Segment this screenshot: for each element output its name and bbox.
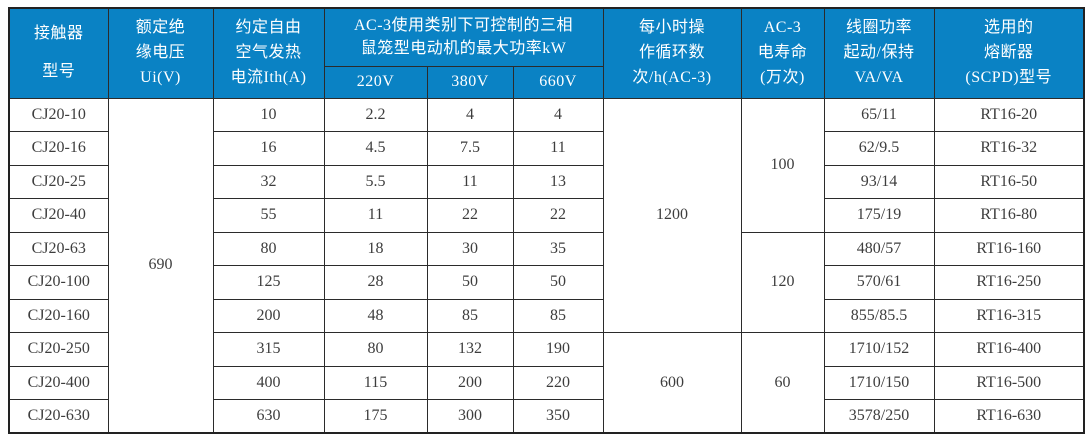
cell-power-660v: 220 [512, 365, 604, 400]
cell-power-660v: 190 [512, 332, 604, 367]
header-fuse-model: 选用的 熔断器 (SCPD)型号 [933, 7, 1085, 99]
table-row: CJ20-400 400 115 200 220 1710/150 RT16-5… [8, 365, 1085, 400]
table-row: CJ20-16 16 4.5 7.5 11 62/9.5 RT16-32 [8, 131, 1085, 166]
cell-coil-power: 3578/250 [823, 399, 935, 434]
cell-model: CJ20-40 [8, 198, 109, 233]
cell-coil-power: 1710/152 [823, 332, 935, 367]
cell-electrical-life: 100 [740, 97, 825, 233]
cell-power-380v: 300 [426, 399, 514, 434]
cell-model: CJ20-250 [8, 332, 109, 367]
cell-power-380v: 200 [426, 365, 514, 400]
cell-power-220v: 28 [323, 265, 428, 300]
cell-power-660v: 50 [512, 265, 604, 300]
cell-power-380v: 4 [426, 97, 514, 132]
cell-model: CJ20-16 [8, 131, 109, 166]
cell-ith: 630 [212, 399, 325, 434]
cell-power-660v: 85 [512, 298, 604, 333]
cell-cycles-per-hour: 600 [602, 332, 742, 434]
cell-ith: 32 [212, 164, 325, 199]
cell-model: CJ20-10 [8, 97, 109, 132]
cell-ith: 125 [212, 265, 325, 300]
header-row-voltages: 220V 380V 660V [9, 65, 1084, 99]
cell-coil-power: 1710/150 [823, 365, 935, 400]
cell-model: CJ20-630 [8, 399, 109, 434]
cell-coil-power: 175/19 [823, 198, 935, 233]
cell-fuse-model: RT16-80 [933, 198, 1085, 233]
cell-power-660v: 4 [512, 97, 604, 132]
cell-power-220v: 18 [323, 231, 428, 266]
table-row: CJ20-25 32 5.5 11 13 93/14 RT16-50 [8, 164, 1085, 199]
cell-coil-power: 480/57 [823, 231, 935, 266]
cell-power-220v: 11 [323, 198, 428, 233]
table-row: CJ20-630 630 175 300 350 3578/250 RT16-6… [8, 399, 1085, 434]
cell-insulation-voltage: 690 [107, 97, 214, 434]
cell-power-220v: 5.5 [323, 164, 428, 199]
contactor-spec-table: 接触器 型号 额定绝 缘电压 Ui(V) 约定自由 空气发热 电流Ith(A) … [8, 7, 1085, 434]
cell-power-660v: 11 [512, 131, 604, 166]
cell-ith: 400 [212, 365, 325, 400]
header-electrical-life: AC-3 电寿命 (万次) [740, 7, 825, 99]
cell-power-660v: 22 [512, 198, 604, 233]
cell-fuse-model: RT16-250 [933, 265, 1085, 300]
cell-power-220v: 2.2 [323, 97, 428, 132]
cell-coil-power: 62/9.5 [823, 131, 935, 166]
header-row-top: 接触器 型号 额定绝 缘电压 Ui(V) 约定自由 空气发热 电流Ith(A) … [8, 7, 1085, 99]
cell-model: CJ20-160 [8, 298, 109, 333]
cell-power-380v: 50 [426, 265, 514, 300]
table-row: CJ20-250 315 80 132 190 600 60 1710/152 … [8, 332, 1085, 434]
cell-ith: 80 [212, 231, 325, 266]
cell-fuse-model: RT16-20 [933, 97, 1085, 132]
cell-power-380v: 11 [426, 164, 514, 199]
cell-power-220v: 175 [323, 399, 428, 434]
cell-fuse-model: RT16-630 [933, 399, 1085, 434]
header-cycles-per-hour: 每小时操 作循环数 次/h(AC-3) [602, 7, 742, 99]
cell-power-380v: 30 [426, 231, 514, 266]
cell-power-220v: 4.5 [323, 131, 428, 166]
header-coil-power: 线圈功率 起动/保持 VA/VA [823, 7, 935, 99]
cell-fuse-model: RT16-400 [933, 332, 1085, 367]
cell-fuse-model: RT16-32 [933, 131, 1085, 166]
cell-power-220v: 48 [323, 298, 428, 333]
header-contactor-model: 接触器 型号 [8, 7, 109, 99]
table-row: CJ20-10 690 10 2.2 4 4 1200 100 65/11 RT… [8, 97, 1085, 434]
header-thermal-current: 约定自由 空气发热 电流Ith(A) [212, 7, 325, 99]
header-220v: 220V [323, 65, 428, 99]
header-660v: 660V [512, 65, 604, 99]
cell-power-220v: 80 [323, 332, 428, 367]
cell-ith: 315 [212, 332, 325, 367]
cell-coil-power: 93/14 [823, 164, 935, 199]
cell-power-380v: 7.5 [426, 131, 514, 166]
cell-model: CJ20-63 [8, 231, 109, 266]
cell-power-660v: 13 [512, 164, 604, 199]
cell-ith: 55 [212, 198, 325, 233]
cell-fuse-model: RT16-50 [933, 164, 1085, 199]
table-row: CJ20-100 125 28 50 50 570/61 RT16-250 [8, 265, 1085, 300]
cell-ith: 16 [212, 131, 325, 166]
cell-coil-power: 570/61 [823, 265, 935, 300]
header-380v: 380V [426, 65, 514, 99]
cell-fuse-model: RT16-160 [933, 231, 1085, 266]
table-row: CJ20-40 55 11 22 22 175/19 RT16-80 [8, 198, 1085, 233]
cell-power-220v: 115 [323, 365, 428, 400]
cell-ith: 200 [212, 298, 325, 333]
cell-model: CJ20-400 [8, 365, 109, 400]
cell-electrical-life: 60 [740, 332, 825, 434]
cell-model: CJ20-100 [8, 265, 109, 300]
cell-power-380v: 22 [426, 198, 514, 233]
cell-electrical-life: 120 [740, 231, 825, 333]
cell-ith: 10 [212, 97, 325, 132]
cell-power-660v: 35 [512, 231, 604, 266]
cell-cycles-per-hour: 1200 [602, 97, 742, 333]
cell-coil-power: 855/85.5 [823, 298, 935, 333]
cell-power-660v: 350 [512, 399, 604, 434]
cell-power-380v: 132 [426, 332, 514, 367]
cell-power-380v: 85 [426, 298, 514, 333]
cell-fuse-model: RT16-315 [933, 298, 1085, 333]
header-insulation-voltage: 额定绝 缘电压 Ui(V) [107, 7, 214, 99]
cell-coil-power: 65/11 [823, 97, 935, 132]
cell-model: CJ20-25 [8, 164, 109, 199]
header-ac3-max-power: AC-3使用类别下可控制的三相 鼠笼型电动机的最大功率kW [323, 7, 604, 67]
cell-fuse-model: RT16-500 [933, 365, 1085, 400]
